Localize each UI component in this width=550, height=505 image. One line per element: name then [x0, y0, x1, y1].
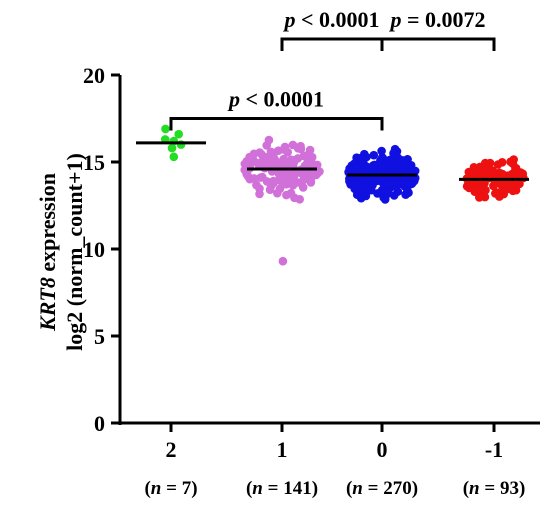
- axes: 0 5 10 15 20 2 (n = 7) 1 (n = 141) 0 (n = 270) -1 (n…: [83, 63, 540, 499]
- data-point: [174, 129, 183, 139]
- data-point: [297, 178, 306, 187]
- data-point: [469, 163, 479, 172]
- data-point: [377, 185, 387, 195]
- significance-bracket: [280, 37, 384, 51]
- data-point: [240, 159, 250, 169]
- data-point: [278, 256, 288, 266]
- data-point: [275, 184, 285, 194]
- data-point: [379, 175, 388, 185]
- data-point: [262, 141, 272, 150]
- data-point: [497, 158, 507, 167]
- data-point: [501, 185, 511, 195]
- y-tick-label: 5: [94, 324, 105, 349]
- data-point: [265, 185, 275, 194]
- data-point: [350, 184, 360, 194]
- x-tick-label: 0: [377, 437, 388, 462]
- sample-size-label: (n = 270): [346, 478, 418, 499]
- data-point: [389, 178, 398, 188]
- data-point: [356, 165, 366, 174]
- svg-text:KRT8 expression: KRT8 expression: [35, 173, 60, 332]
- data-point: [477, 183, 487, 193]
- data-point: [467, 170, 476, 179]
- p-value-label: p < 0.0001: [227, 87, 324, 112]
- data-point: [308, 168, 317, 178]
- y-axis-title: KRT8 expression log2 (norm_count+1): [35, 153, 87, 351]
- data-point: [255, 184, 264, 193]
- data-point: [389, 191, 399, 200]
- data-point: [484, 164, 493, 173]
- x-tick-label: 2: [166, 437, 177, 462]
- y-axis-title-gene: KRT8: [35, 277, 60, 332]
- y-tick-label: 10: [83, 237, 105, 262]
- sample-size-label: (n = 7): [144, 478, 197, 499]
- p-value-label: p < 0.0001: [282, 7, 379, 32]
- significance-bracket: [380, 37, 496, 51]
- data-point: [403, 188, 413, 197]
- data-points: [160, 124, 528, 266]
- data-point: [390, 144, 400, 154]
- data-point: [296, 141, 305, 151]
- data-point: [276, 158, 286, 167]
- data-point: [509, 155, 518, 164]
- sample-size-label: (n = 93): [463, 478, 526, 499]
- p-value-label: p = 0.0072: [388, 7, 485, 32]
- data-point: [378, 162, 387, 172]
- data-point: [495, 192, 504, 201]
- significance-bracket: [169, 117, 384, 131]
- significance-annotations: p < 0.0001 p < 0.0001 p = 0.0072: [169, 7, 496, 131]
- data-point: [489, 181, 498, 191]
- data-point: [462, 182, 472, 191]
- data-point: [303, 158, 312, 167]
- data-point: [362, 183, 372, 193]
- y-axis-title-line2: log2 (norm_count+1): [62, 153, 87, 351]
- data-point: [507, 169, 517, 179]
- data-point: [261, 152, 270, 162]
- data-point: [299, 151, 309, 161]
- x-tick-label: -1: [485, 437, 503, 462]
- data-point: [393, 161, 403, 170]
- data-point: [386, 156, 395, 165]
- data-point: [161, 124, 170, 134]
- data-point: [369, 150, 379, 160]
- data-point: [306, 178, 316, 187]
- x-tick-label: 1: [277, 437, 288, 462]
- data-point: [256, 173, 265, 182]
- data-point: [287, 177, 296, 187]
- data-point: [280, 142, 290, 152]
- data-point: [286, 160, 295, 169]
- data-point: [245, 152, 254, 162]
- data-point: [380, 195, 390, 204]
- data-point: [369, 161, 378, 170]
- y-axis-title-expression: expression: [35, 173, 60, 277]
- y-tick-label: 0: [94, 411, 105, 436]
- data-point: [169, 152, 179, 162]
- data-point: [295, 195, 305, 204]
- sample-size-label: (n = 141): [246, 478, 318, 499]
- data-point: [410, 166, 420, 176]
- data-point: [377, 146, 386, 156]
- data-point: [167, 143, 177, 153]
- data-point: [507, 180, 517, 190]
- data-point: [282, 190, 291, 200]
- y-tick-label: 20: [83, 63, 105, 88]
- data-point: [249, 174, 259, 183]
- data-point: [274, 146, 283, 155]
- data-point: [498, 169, 507, 179]
- mean-lines: [136, 141, 529, 181]
- data-point: [288, 140, 298, 150]
- data-point: [404, 180, 414, 190]
- y-tick-label: 15: [83, 150, 105, 175]
